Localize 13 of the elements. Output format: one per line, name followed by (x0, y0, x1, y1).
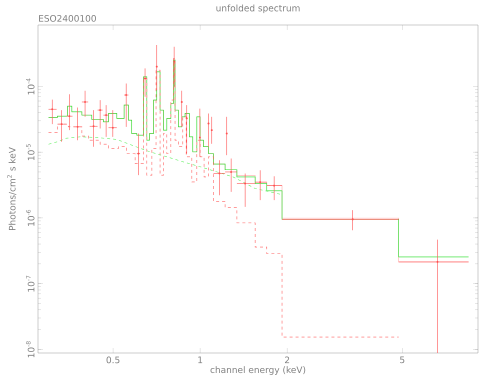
y-axis-title: Photons/cm$^{2}$ s keV (7, 147, 16, 230)
x-axis-title: channel energy (keV) (210, 366, 306, 375)
y-tick-label: 10$^{-4}$ (26, 78, 34, 94)
y-tick-label: 10$^{-6}$ (26, 210, 34, 226)
chart-title: unfolded spectrum (216, 4, 300, 14)
x-tick-label: 0.5 (106, 356, 120, 364)
x-tick-label: 5 (400, 356, 404, 364)
chart-subtitle: ESO2400100 (39, 15, 96, 22)
y-tick-label: 10$^{-8}$ (26, 341, 34, 358)
y-tick-label: 10$^{-5}$ (26, 144, 34, 160)
y-tick-label: 10$^{-7}$ (26, 276, 34, 292)
x-tick-label: 1 (198, 356, 202, 364)
x-tick-label: 2 (284, 356, 290, 364)
